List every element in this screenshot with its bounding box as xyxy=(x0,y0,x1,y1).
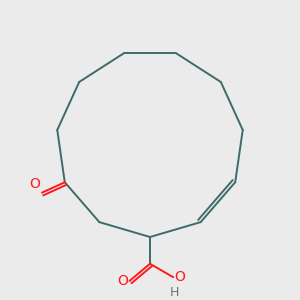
Text: O: O xyxy=(175,270,185,284)
Text: O: O xyxy=(29,177,40,191)
Text: H: H xyxy=(170,286,179,299)
Text: O: O xyxy=(117,274,128,288)
